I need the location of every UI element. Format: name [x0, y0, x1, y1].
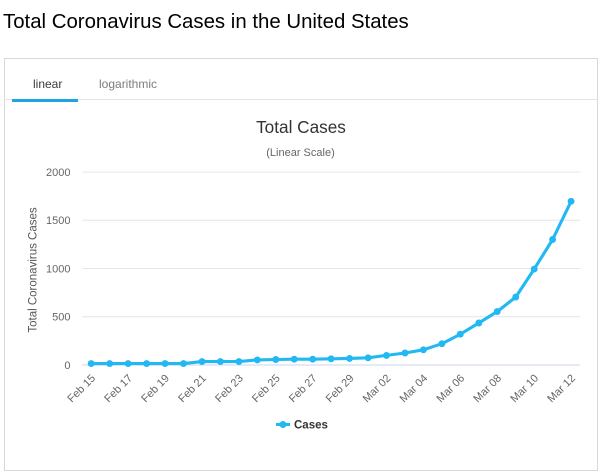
- svg-text:Feb 19: Feb 19: [139, 372, 172, 405]
- svg-text:Mar 02: Mar 02: [361, 372, 394, 405]
- svg-text:Feb 25: Feb 25: [250, 372, 283, 405]
- svg-text:Feb 27: Feb 27: [287, 372, 320, 405]
- svg-text:Total Cases: Total Cases: [256, 117, 346, 137]
- svg-text:Total Coronavirus Cases: Total Coronavirus Cases: [28, 207, 40, 333]
- svg-text:Feb 29: Feb 29: [324, 372, 357, 405]
- svg-text:Feb 15: Feb 15: [65, 372, 98, 405]
- svg-text:Mar 08: Mar 08: [471, 372, 504, 405]
- svg-text:Feb 23: Feb 23: [213, 372, 246, 405]
- svg-text:1000: 1000: [46, 263, 70, 275]
- svg-text:Feb 17: Feb 17: [102, 372, 135, 405]
- svg-text:1500: 1500: [46, 215, 70, 227]
- svg-text:Mar 06: Mar 06: [435, 372, 468, 405]
- svg-text:Mar 12: Mar 12: [545, 372, 578, 405]
- svg-text:Mar 04: Mar 04: [398, 372, 431, 405]
- svg-text:0: 0: [64, 360, 70, 372]
- svg-text:500: 500: [52, 312, 70, 324]
- svg-text:Mar 10: Mar 10: [508, 372, 541, 405]
- svg-text:Feb 21: Feb 21: [176, 372, 209, 405]
- svg-text:(Linear Scale): (Linear Scale): [266, 147, 334, 159]
- svg-text:Cases: Cases: [294, 420, 328, 432]
- svg-text:2000: 2000: [46, 167, 70, 179]
